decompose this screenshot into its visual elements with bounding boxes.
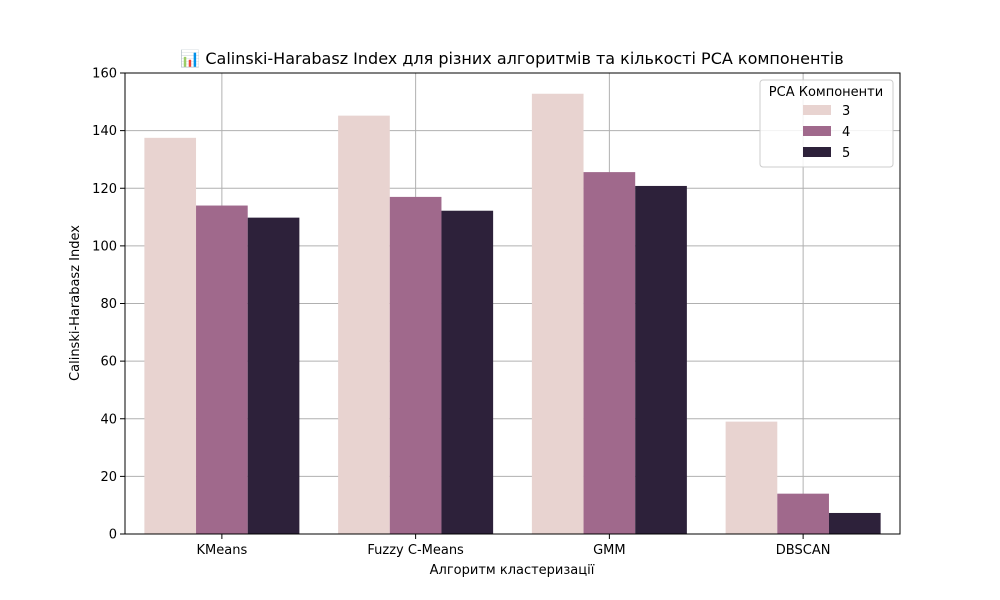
bar-series-4-gmm	[583, 172, 636, 535]
legend-label-3: 3	[842, 104, 850, 119]
bars	[144, 93, 881, 535]
bar-series-5-kmeans	[247, 217, 300, 535]
x-tick-label: DBSCAN	[776, 543, 831, 558]
legend-swatch-4	[803, 126, 831, 136]
y-tick-label: 80	[100, 297, 117, 312]
y-tick-label: 100	[92, 239, 117, 254]
bar-series-3-dbscan	[725, 421, 778, 534]
legend-box	[759, 79, 894, 168]
x-tick-label: KMeans	[197, 543, 248, 558]
bar-series-4-dbscan	[777, 493, 829, 534]
bar-series-5-fuzzy-c-means	[441, 210, 494, 534]
legend-swatch-5	[803, 147, 831, 157]
y-tick-label: 0	[109, 528, 117, 543]
legend-title: PCA Компоненти	[769, 85, 883, 100]
legend: PCA Компоненти 3 4 5	[759, 79, 894, 168]
y-tick-label: 120	[92, 182, 117, 197]
legend-label-5: 5	[842, 146, 850, 161]
x-axis-label: Алгоритм кластеризації	[430, 563, 595, 578]
y-axis-label: Calinski-Harabasz Index	[68, 225, 83, 381]
legend-swatch-3	[803, 105, 831, 115]
bar-series-5-dbscan	[828, 512, 881, 534]
bar-series-3-kmeans	[144, 137, 197, 534]
y-tick-label: 40	[100, 412, 117, 427]
bar-series-3-gmm	[531, 93, 584, 535]
y-ticks: 0 20 40 60 80 100 120 140 160	[92, 67, 125, 543]
x-tick-label: GMM	[593, 543, 626, 558]
y-tick-label: 140	[92, 124, 117, 139]
bar-series-5-gmm	[635, 185, 687, 534]
chart-title: 📊 Calinski-Harabasz Index для різних алг…	[180, 49, 843, 68]
y-tick-label: 20	[100, 470, 117, 485]
x-tick-label: Fuzzy C-Means	[367, 543, 464, 558]
bar-series-4-fuzzy-c-means	[389, 196, 442, 535]
x-ticks: KMeans Fuzzy C-Means GMM DBSCAN	[197, 534, 831, 558]
bar-series-3-fuzzy-c-means	[338, 115, 390, 534]
y-tick-label: 60	[100, 355, 117, 370]
bar-series-4-kmeans	[196, 205, 248, 534]
y-tick-label: 160	[92, 67, 117, 82]
legend-label-4: 4	[842, 125, 850, 140]
